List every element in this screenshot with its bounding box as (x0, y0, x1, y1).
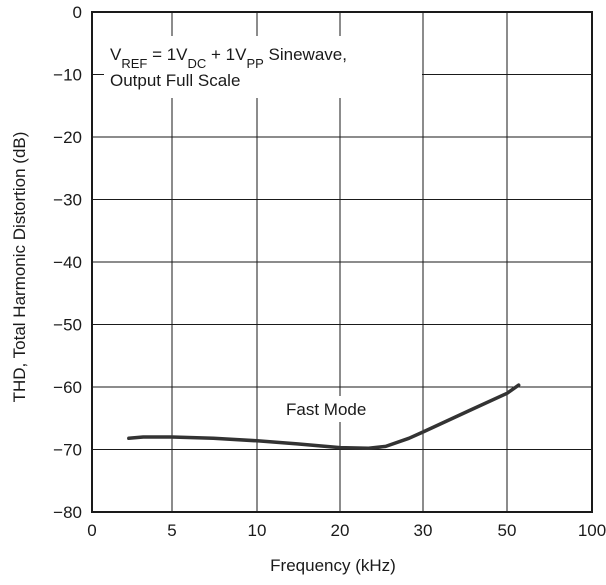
x-tick-label: 10 (248, 521, 267, 540)
y-tick-label: −30 (53, 191, 82, 210)
annotation-line-1: VREF = 1VDC + 1VPP Sinewave, (110, 45, 347, 71)
y-tick-label: −40 (53, 253, 82, 272)
x-axis-title: Frequency (kHz) (270, 556, 396, 575)
x-tick-label: 100 (578, 521, 606, 540)
series-layer (127, 383, 521, 451)
series-line-fast-mode (127, 383, 521, 451)
plot-frame (91, 11, 593, 513)
y-tick-label: 0 (73, 3, 82, 22)
x-tick-label: 20 (331, 521, 350, 540)
x-tick-label: 5 (167, 521, 176, 540)
y-tick-label: −50 (53, 316, 82, 335)
y-axis-title: THD, Total Harmonic Distortion (dB) (10, 132, 29, 403)
y-tick-label: −20 (53, 128, 82, 147)
y-tick-label: −70 (53, 441, 82, 460)
y-tick-label: −60 (53, 378, 82, 397)
y-tick-labels: 0 −10 −20 −30 −40 −50 −60 −70 −80 (53, 3, 82, 522)
y-tick-label: −10 (53, 66, 82, 85)
x-tick-label: 50 (498, 521, 517, 540)
y-tick-label: −80 (53, 503, 82, 522)
series-label-background (278, 396, 390, 422)
x-tick-label: 0 (87, 521, 96, 540)
x-tick-labels: 0 5 10 20 30 50 100 (87, 521, 606, 540)
annotation-line-2: Output Full Scale (110, 71, 240, 90)
x-tick-label: 30 (414, 521, 433, 540)
series-label-fast-mode: Fast Mode (286, 400, 366, 419)
annotation-background (104, 36, 422, 98)
